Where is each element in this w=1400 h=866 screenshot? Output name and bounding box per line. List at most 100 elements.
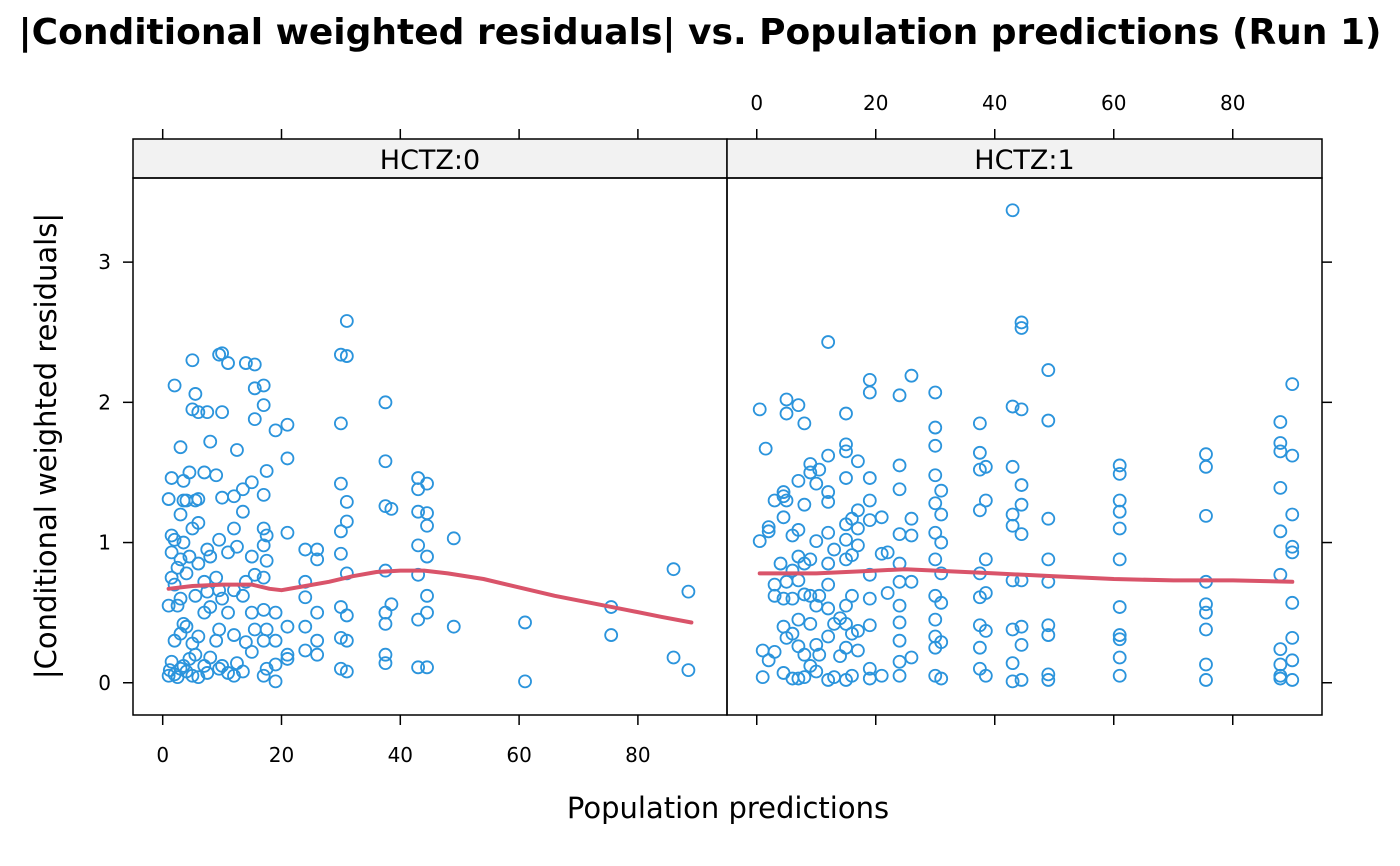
data-point bbox=[182, 465, 197, 480]
data-point bbox=[821, 629, 836, 644]
data-point bbox=[767, 645, 782, 659]
data-point bbox=[1041, 667, 1056, 682]
data-point bbox=[681, 584, 696, 599]
data-point bbox=[812, 588, 827, 603]
data-point bbox=[209, 633, 224, 648]
data-point bbox=[191, 556, 206, 571]
x-axis-label: Population predictions bbox=[567, 791, 889, 825]
data-point bbox=[247, 622, 262, 637]
data-point bbox=[259, 622, 274, 637]
data-point bbox=[934, 507, 949, 522]
data-point bbox=[874, 510, 889, 525]
data-point bbox=[339, 633, 354, 648]
data-point bbox=[411, 504, 426, 519]
x-tick-label-top: 80 bbox=[1220, 91, 1245, 115]
data-point bbox=[411, 471, 426, 485]
data-point bbox=[892, 615, 907, 630]
data-point bbox=[809, 534, 824, 549]
data-point bbox=[773, 556, 788, 571]
data-point bbox=[411, 612, 426, 627]
data-point bbox=[298, 590, 313, 605]
data-point bbox=[1014, 673, 1029, 687]
data-point bbox=[188, 588, 203, 603]
data-point bbox=[821, 556, 836, 571]
data-point bbox=[785, 626, 800, 641]
data-point bbox=[851, 623, 865, 638]
data-point bbox=[1285, 630, 1300, 645]
data-point bbox=[167, 378, 182, 393]
data-point bbox=[1285, 377, 1300, 392]
data-point bbox=[161, 598, 176, 613]
data-point bbox=[791, 671, 806, 686]
data-point bbox=[779, 493, 794, 508]
data-point bbox=[862, 471, 877, 485]
data-point bbox=[928, 552, 943, 567]
data-point bbox=[173, 507, 188, 522]
data-point bbox=[1273, 567, 1288, 582]
data-point bbox=[978, 459, 993, 474]
data-point bbox=[797, 416, 812, 431]
data-point bbox=[339, 349, 354, 363]
data-point bbox=[1273, 671, 1288, 686]
data-point bbox=[235, 664, 250, 679]
data-point bbox=[256, 398, 271, 413]
data-point bbox=[1041, 673, 1056, 687]
data-point bbox=[839, 616, 853, 631]
data-point bbox=[812, 462, 827, 477]
data-point bbox=[978, 493, 993, 508]
data-point bbox=[298, 619, 313, 634]
data-point bbox=[928, 468, 943, 483]
data-point bbox=[904, 528, 919, 543]
data-point bbox=[797, 670, 812, 685]
data-point bbox=[203, 600, 218, 614]
data-point bbox=[1014, 637, 1029, 652]
data-point bbox=[179, 566, 194, 581]
data-point bbox=[378, 647, 393, 662]
y-tick-label: 2 bbox=[98, 390, 111, 414]
data-point bbox=[268, 633, 283, 648]
data-point bbox=[411, 482, 426, 497]
data-point bbox=[247, 357, 262, 372]
data-point bbox=[934, 671, 949, 686]
data-point bbox=[1112, 650, 1127, 665]
data-point bbox=[845, 668, 859, 683]
data-point bbox=[200, 405, 215, 420]
data-point bbox=[256, 633, 271, 648]
data-point bbox=[803, 616, 818, 631]
data-point bbox=[1041, 552, 1056, 567]
data-point bbox=[845, 588, 859, 603]
data-point bbox=[666, 650, 681, 665]
data-point bbox=[280, 417, 295, 432]
data-point bbox=[333, 524, 348, 539]
data-point bbox=[333, 416, 348, 431]
data-point bbox=[839, 532, 853, 547]
data-point bbox=[235, 588, 250, 603]
data-point bbox=[238, 356, 253, 370]
data-point bbox=[1005, 674, 1020, 689]
data-point bbox=[1273, 444, 1288, 459]
data-point bbox=[821, 448, 836, 463]
data-point bbox=[1041, 413, 1056, 428]
data-point bbox=[244, 605, 259, 620]
data-point bbox=[934, 635, 949, 649]
data-point bbox=[1112, 628, 1127, 642]
data-point bbox=[280, 525, 295, 540]
data-point bbox=[1005, 399, 1020, 414]
data-point bbox=[972, 445, 987, 460]
data-point bbox=[821, 335, 836, 349]
panel-2: HCTZ:1 0 20 40 60 80 bbox=[726, 91, 1332, 725]
data-point bbox=[779, 574, 794, 589]
data-point bbox=[238, 635, 253, 649]
data-point bbox=[809, 664, 824, 679]
data-point bbox=[827, 542, 841, 557]
data-point bbox=[797, 497, 812, 512]
data-point bbox=[928, 496, 943, 511]
x-tick-label: 20 bbox=[269, 743, 294, 767]
data-point bbox=[791, 639, 806, 654]
data-point bbox=[874, 546, 889, 561]
data-point bbox=[1112, 552, 1127, 567]
x-tick-label: 0 bbox=[156, 743, 169, 767]
data-point bbox=[1273, 436, 1288, 450]
data-point bbox=[1041, 511, 1056, 526]
data-point bbox=[200, 542, 215, 557]
